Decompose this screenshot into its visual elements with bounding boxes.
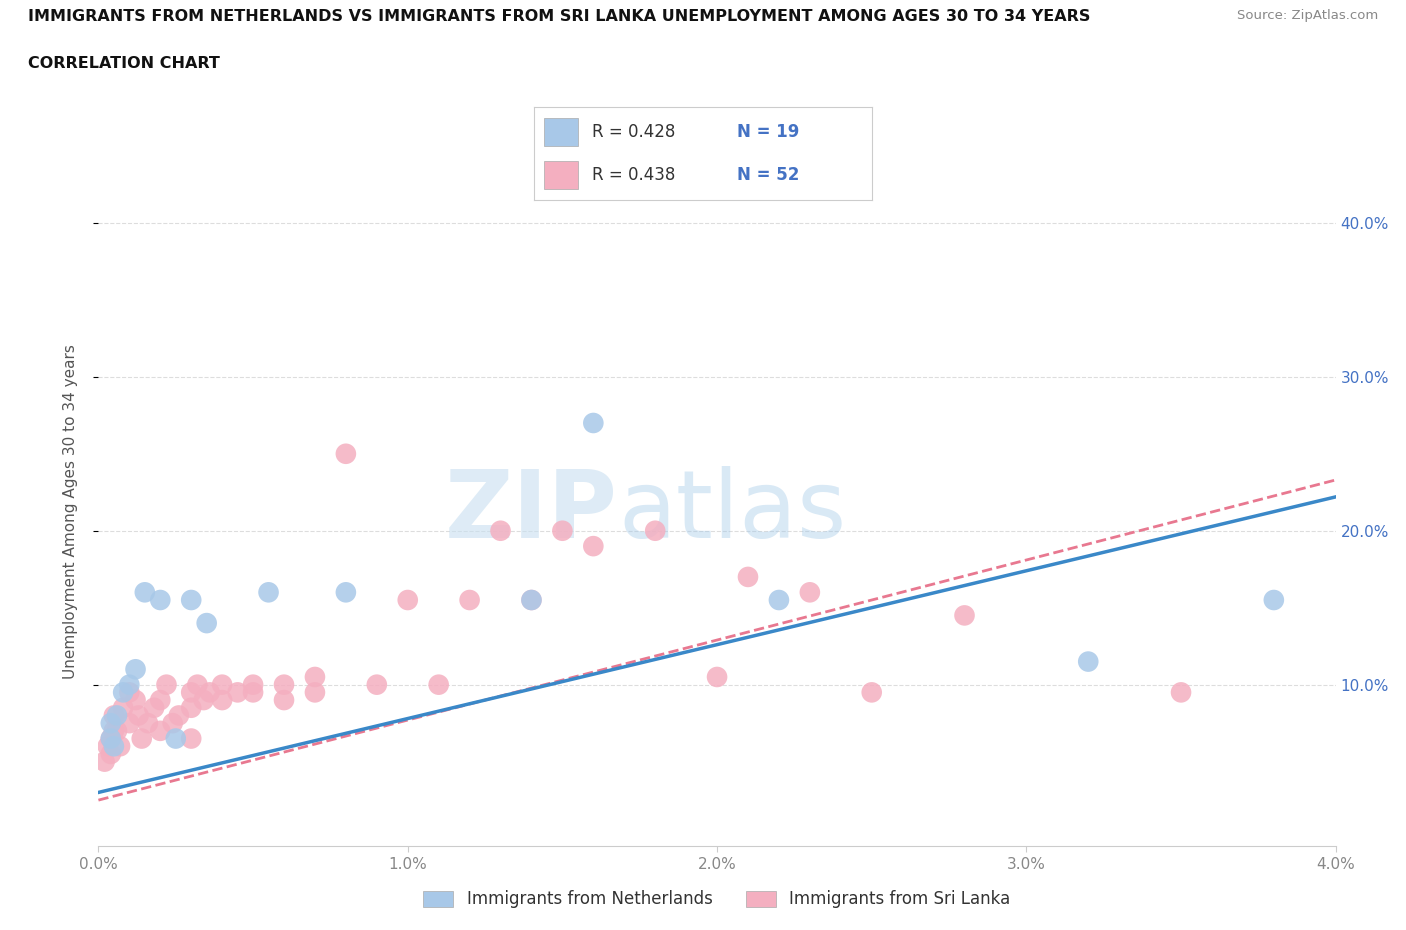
Point <box>198 684 221 699</box>
Point <box>737 569 759 584</box>
Point <box>551 524 574 538</box>
Legend: Immigrants from Netherlands, Immigrants from Sri Lanka: Immigrants from Netherlands, Immigrants … <box>416 884 1018 915</box>
Point <box>195 616 218 631</box>
Point <box>118 684 141 699</box>
Text: R = 0.438: R = 0.438 <box>592 166 675 184</box>
Point <box>165 731 187 746</box>
Text: atlas: atlas <box>619 466 846 557</box>
Point <box>768 592 790 607</box>
Point <box>149 724 172 738</box>
Point <box>242 684 264 699</box>
Point <box>108 738 131 753</box>
Point <box>112 684 135 699</box>
Point <box>131 731 153 746</box>
Point <box>118 716 141 731</box>
Point <box>124 693 146 708</box>
Point <box>100 731 122 746</box>
Text: Source: ZipAtlas.com: Source: ZipAtlas.com <box>1237 9 1378 22</box>
Point <box>520 592 543 607</box>
Point <box>953 608 976 623</box>
Point <box>396 592 419 607</box>
Point <box>211 677 233 692</box>
Point <box>860 684 883 699</box>
Point <box>1263 592 1285 607</box>
Point <box>273 677 295 692</box>
Point <box>136 716 159 731</box>
Point <box>186 677 208 692</box>
Point <box>103 738 125 753</box>
Point <box>1170 684 1192 699</box>
Point <box>103 708 125 723</box>
Bar <box>544 118 578 146</box>
Point <box>335 585 357 600</box>
Text: ZIP: ZIP <box>446 466 619 557</box>
Point <box>1077 654 1099 669</box>
Text: R = 0.428: R = 0.428 <box>592 123 675 141</box>
Point <box>180 731 202 746</box>
Point <box>134 585 156 600</box>
Point <box>799 585 821 600</box>
Point <box>100 716 122 731</box>
Point <box>143 700 166 715</box>
Bar <box>544 161 578 189</box>
Point <box>167 708 190 723</box>
Point <box>105 708 128 723</box>
Point <box>582 538 605 553</box>
Point <box>520 592 543 607</box>
Point <box>304 684 326 699</box>
Point <box>100 747 122 762</box>
Text: IMMIGRANTS FROM NETHERLANDS VS IMMIGRANTS FROM SRI LANKA UNEMPLOYMENT AMONG AGES: IMMIGRANTS FROM NETHERLANDS VS IMMIGRANT… <box>28 9 1091 24</box>
Point <box>273 693 295 708</box>
Point <box>149 693 172 708</box>
Point <box>162 716 184 731</box>
Point <box>366 677 388 692</box>
Point <box>112 700 135 715</box>
Text: N = 52: N = 52 <box>737 166 799 184</box>
Point <box>149 592 172 607</box>
Point <box>644 524 666 538</box>
Point <box>304 670 326 684</box>
Y-axis label: Unemployment Among Ages 30 to 34 years: Unemployment Among Ages 30 to 34 years <box>63 344 77 679</box>
Point <box>427 677 450 692</box>
Point <box>97 738 120 753</box>
Point <box>118 677 141 692</box>
Point <box>155 677 177 692</box>
Point <box>105 724 128 738</box>
Point <box>180 684 202 699</box>
Text: N = 19: N = 19 <box>737 123 799 141</box>
Point <box>124 662 146 677</box>
Point <box>103 724 125 738</box>
Point <box>128 708 150 723</box>
Point <box>458 592 481 607</box>
Point <box>193 693 215 708</box>
Point <box>706 670 728 684</box>
Point <box>335 446 357 461</box>
Point <box>180 592 202 607</box>
Point <box>93 754 115 769</box>
Point <box>489 524 512 538</box>
Point <box>180 700 202 715</box>
Point <box>226 684 249 699</box>
Point <box>100 731 122 746</box>
Point <box>582 416 605 431</box>
Point <box>211 693 233 708</box>
Text: CORRELATION CHART: CORRELATION CHART <box>28 56 219 71</box>
Point <box>257 585 280 600</box>
Point <box>242 677 264 692</box>
